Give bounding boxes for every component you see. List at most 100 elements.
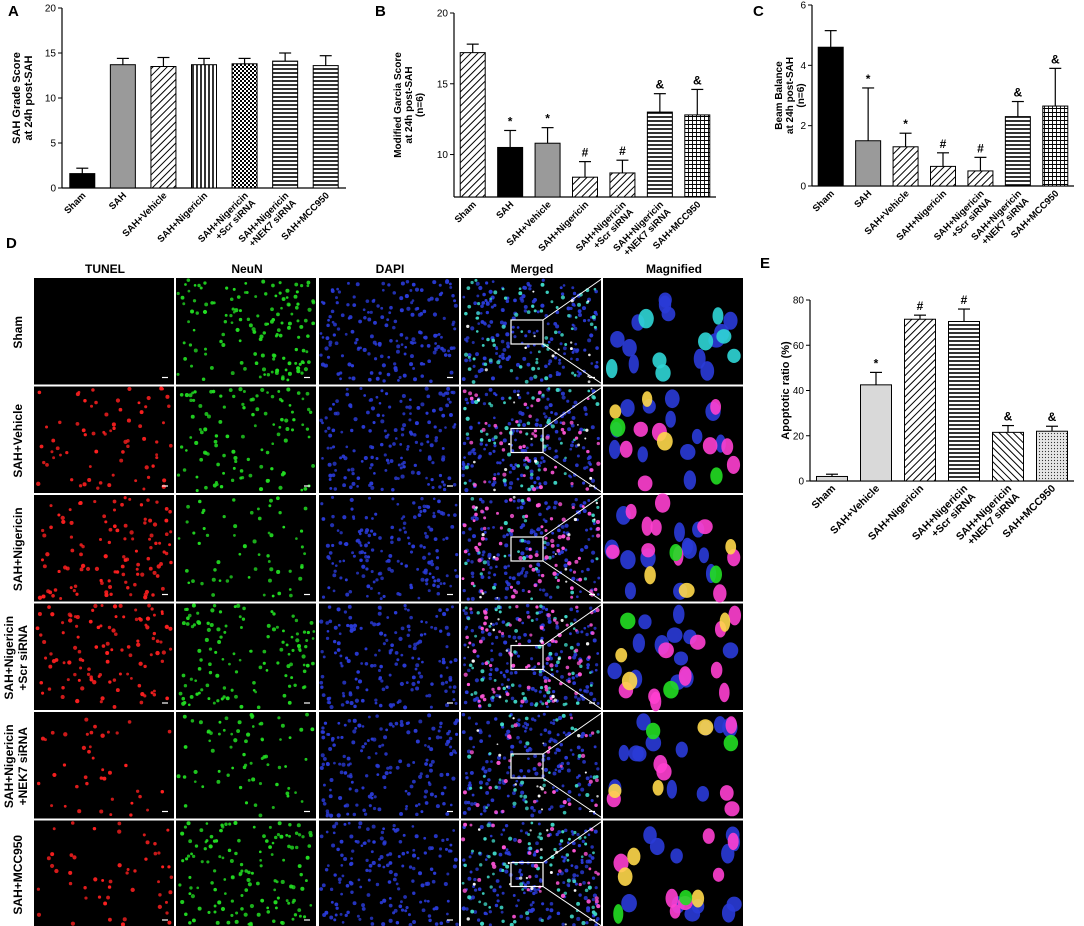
cell-nucleus <box>263 373 266 376</box>
cell-nucleus <box>393 366 398 371</box>
cell-nucleus <box>503 521 508 526</box>
cell-nucleus <box>260 387 265 392</box>
cell-nucleus <box>515 877 519 880</box>
cell-nucleus <box>395 765 400 770</box>
cell-nucleus <box>588 733 592 737</box>
cell-nucleus <box>332 589 336 593</box>
y-tick-label: 40 <box>793 386 805 397</box>
cell-nucleus <box>440 791 445 796</box>
cell-nucleus <box>366 893 371 897</box>
magnified-nucleus <box>610 418 626 437</box>
cell-nucleus <box>52 827 56 831</box>
cell-nucleus <box>216 462 220 467</box>
cell-nucleus <box>574 648 579 653</box>
cell-nucleus <box>333 761 336 765</box>
cell-nucleus <box>572 879 577 884</box>
cell-nucleus <box>489 668 493 672</box>
cell-nucleus <box>242 606 246 611</box>
cell-nucleus <box>348 315 353 320</box>
cell-nucleus <box>363 841 367 845</box>
cell-nucleus <box>500 833 504 836</box>
cell-nucleus <box>410 301 414 305</box>
cell-nucleus <box>560 391 565 396</box>
cell-nucleus <box>462 389 467 394</box>
cell-nucleus <box>524 379 529 384</box>
cell-nucleus <box>388 896 392 900</box>
cell-nucleus <box>297 908 302 913</box>
cell-nucleus <box>454 701 458 705</box>
cell-nucleus <box>230 875 235 880</box>
cell-nucleus <box>596 795 599 798</box>
cell-nucleus <box>361 744 365 749</box>
cell-nucleus <box>429 792 434 797</box>
cell-nucleus <box>111 628 116 633</box>
inset-box <box>510 753 544 779</box>
cell-nucleus <box>571 371 575 375</box>
cell-nucleus <box>320 753 325 758</box>
cell-nucleus <box>287 844 291 849</box>
cell-nucleus <box>467 552 471 556</box>
cell-nucleus <box>572 848 576 853</box>
cell-nucleus <box>522 555 527 561</box>
cell-nucleus <box>202 450 207 455</box>
cell-nucleus <box>306 407 311 412</box>
cell-nucleus <box>257 516 262 521</box>
cell-nucleus <box>487 854 491 859</box>
micrograph-cell <box>34 278 174 385</box>
y-tick-label: 4 <box>800 61 806 72</box>
cell-nucleus <box>112 426 116 431</box>
cell-nucleus <box>503 640 508 645</box>
cell-nucleus <box>192 531 196 535</box>
cell-nucleus <box>558 361 562 365</box>
cell-nucleus <box>335 301 339 305</box>
cell-nucleus <box>461 881 465 885</box>
cell-nucleus <box>267 531 271 535</box>
cell-nucleus <box>301 835 305 839</box>
cell-nucleus <box>469 426 473 430</box>
cell-nucleus <box>526 540 531 545</box>
cell-nucleus <box>107 540 112 545</box>
cell-nucleus <box>549 517 554 521</box>
cell-nucleus <box>238 658 242 662</box>
cell-nucleus <box>396 344 401 349</box>
cell-nucleus <box>508 485 513 490</box>
cell-nucleus <box>529 528 534 533</box>
cell-nucleus <box>466 286 471 290</box>
significance-marker: * <box>508 114 513 128</box>
cell-nucleus <box>444 680 449 684</box>
cell-nucleus <box>374 701 378 705</box>
cell-nucleus <box>417 596 421 600</box>
cell-nucleus <box>535 617 539 621</box>
cell-nucleus <box>482 402 487 406</box>
cell-nucleus <box>562 859 566 863</box>
cell-nucleus <box>435 297 439 302</box>
cell-nucleus <box>390 643 394 648</box>
cell-nucleus <box>533 583 538 588</box>
cell-nucleus <box>549 908 554 913</box>
cell-nucleus <box>567 802 572 807</box>
significance-marker: # <box>917 299 924 313</box>
cell-nucleus <box>593 325 597 329</box>
cell-nucleus <box>501 352 505 357</box>
cell-nucleus <box>354 788 359 793</box>
cell-nucleus <box>182 714 187 719</box>
cell-nucleus <box>427 846 433 851</box>
cell-nucleus <box>418 719 423 724</box>
cell-nucleus <box>524 806 529 811</box>
cell-nucleus <box>393 908 398 913</box>
cell-nucleus <box>575 463 579 468</box>
cell-nucleus <box>434 794 438 798</box>
cell-nucleus <box>216 779 221 784</box>
cell-nucleus <box>530 863 535 868</box>
cell-nucleus <box>513 699 518 704</box>
cell-nucleus <box>512 499 516 503</box>
cell-nucleus <box>107 625 112 630</box>
cell-nucleus <box>105 659 110 664</box>
cell-nucleus <box>556 872 560 876</box>
cell-nucleus <box>243 763 248 767</box>
cell-nucleus <box>478 704 482 708</box>
cell-nucleus <box>255 881 260 886</box>
cell-nucleus <box>294 791 297 794</box>
cell-nucleus <box>262 834 266 839</box>
cell-nucleus <box>206 860 210 864</box>
